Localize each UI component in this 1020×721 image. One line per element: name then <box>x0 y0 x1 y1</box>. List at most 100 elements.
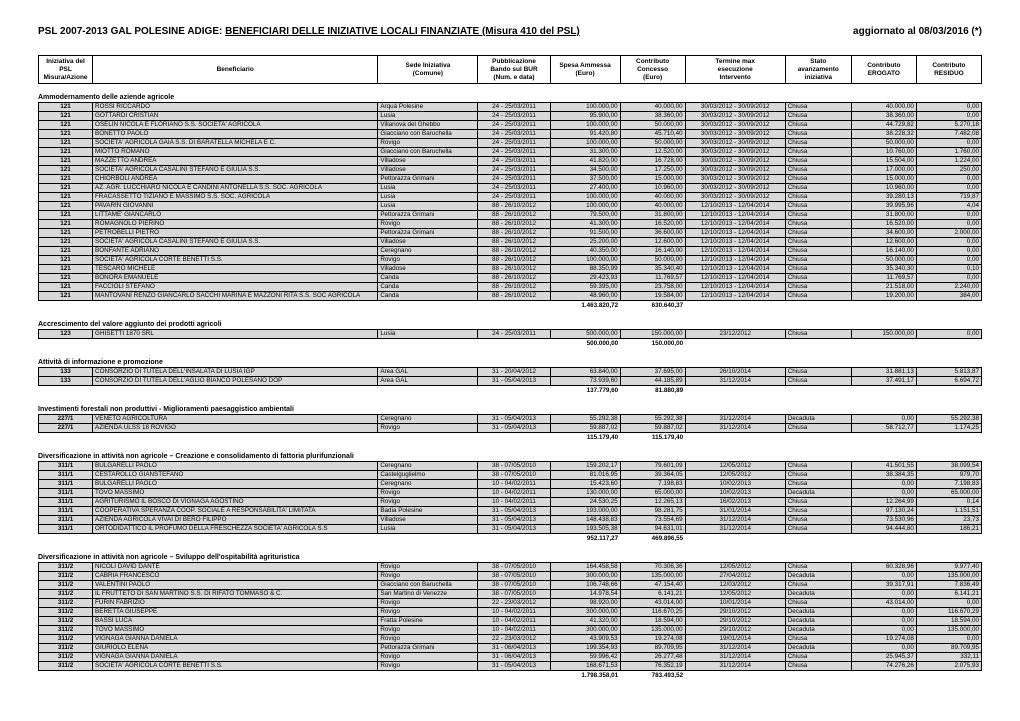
subtotal-cell: 469.896,55 <box>620 534 685 545</box>
subtotal-row: 952.117,27469.896,55 <box>39 534 982 545</box>
cell: 38 - 07/05/2010 <box>478 462 550 471</box>
subtotal-cell <box>93 534 378 545</box>
cell: Canda <box>378 283 478 292</box>
cell: 31/12/2014 <box>685 377 785 386</box>
subtotal-cell <box>378 386 478 397</box>
cell: 0,00 <box>916 247 981 256</box>
cell: 311/2 <box>39 563 93 572</box>
cell: 311/2 <box>39 599 93 608</box>
cell: 59.887,02 <box>620 424 685 433</box>
table-row: 121BONFANTE ADRIANOCeregnano88 - 26/10/2… <box>39 247 982 256</box>
cell: 30/03/2012 - 30/09/2012 <box>685 175 785 184</box>
cell: 12/10/2013 - 12/04/2014 <box>685 256 785 265</box>
cell: 41.320,00 <box>550 617 620 626</box>
table-row: 121PETROBELLI PIETROPettorazza Grimani88… <box>39 229 982 238</box>
cell: 97.130,24 <box>851 507 916 516</box>
table-row: 311/2CABRIA FRANCESCORovigo38 - 07/05/20… <box>39 572 982 581</box>
cell: Chiusa <box>785 274 851 283</box>
cell: 16.140,00 <box>851 247 916 256</box>
cell: Rovigo <box>378 424 478 433</box>
cell: 88 - 26/10/2012 <box>478 283 550 292</box>
cell: 29/10/2012 <box>685 626 785 635</box>
cell: MAZZETTO ANDREA <box>93 157 378 166</box>
subtotal-cell: 1.798.358,01 <box>550 671 620 682</box>
cell: 0,00 <box>916 103 981 112</box>
cell: 81.016,95 <box>550 471 620 480</box>
cell: Canda <box>378 274 478 283</box>
cell: Chiusa <box>785 368 851 377</box>
cell: Arquà Polesine <box>378 103 478 112</box>
cell: 35.340,40 <box>620 265 685 274</box>
cell: 88 - 26/10/2012 <box>478 202 550 211</box>
cell: Decaduta <box>785 489 851 498</box>
cell: GOTTARDI CRISTIAN <box>93 112 378 121</box>
cell: 11.769,57 <box>851 274 916 283</box>
cell: 500.000,00 <box>550 330 620 339</box>
cell: 0,00 <box>916 211 981 220</box>
cell: 30/03/2012 - 30/09/2012 <box>685 112 785 121</box>
cell: Chiusa <box>785 635 851 644</box>
table-row: 311/2NICOLI DAVID DANTERovigo38 - 07/05/… <box>39 563 982 572</box>
cell: 121 <box>39 175 93 184</box>
cell: 311/1 <box>39 471 93 480</box>
cell: FURIN FABRIZIO <box>93 599 378 608</box>
cell: 311/2 <box>39 635 93 644</box>
subtotal-row: 115.179,40115.179,40 <box>39 433 982 444</box>
cell: 121 <box>39 157 93 166</box>
subtotal-cell <box>378 671 478 682</box>
column-headers: Iniziativa delPSLMisura/AzioneBeneficiar… <box>38 55 982 84</box>
cell: 25.945,37 <box>851 653 916 662</box>
cell: VENETO AGRICOLTURA <box>93 415 378 424</box>
table-row: 311/1BULGARELLI PAOLOCeregnano38 - 07/05… <box>39 462 982 471</box>
cell: BONORA EMANUELE <box>93 274 378 283</box>
cell: 65.000,00 <box>916 489 981 498</box>
cell: 0,00 <box>916 330 981 339</box>
cell: 76.352,19 <box>620 662 685 671</box>
table-row: 121FRACASSETTO TIZIANO E MASSIMO S.S. SO… <box>39 193 982 202</box>
cell: BASSI LUCA <box>93 617 378 626</box>
cell: 148.438,83 <box>550 516 620 525</box>
cell: 186,21 <box>916 525 981 534</box>
cell: 123 <box>39 330 93 339</box>
cell: Chiusa <box>785 184 851 193</box>
cell: Villadose <box>378 166 478 175</box>
cell: 44.729,82 <box>851 121 916 130</box>
subtotal-cell <box>851 433 916 444</box>
cell: 91.420,80 <box>550 130 620 139</box>
cell: Rovigo <box>378 572 478 581</box>
cell: 88 - 26/10/2012 <box>478 229 550 238</box>
cell: 40.350,00 <box>550 247 620 256</box>
cell: ROMAGNOLO PIERINO <box>93 220 378 229</box>
cell: CHIORBOLI ANDREA <box>93 175 378 184</box>
table-row: 311/2VALENTINI PAOLOGiacciano con Baruch… <box>39 581 982 590</box>
data-table: 227/1VENETO AGRICOLTURACeregnano31 - 05/… <box>38 414 982 443</box>
cell: 88 - 26/10/2012 <box>478 238 550 247</box>
cell: 121 <box>39 139 93 148</box>
cell: 31 - 05/04/2013 <box>478 424 550 433</box>
cell: 88 - 26/10/2012 <box>478 211 550 220</box>
cell: 106.748,66 <box>550 581 620 590</box>
column-header: PubblicazioneBando sul BUR(Num. e data) <box>478 56 550 84</box>
cell: Giacciano con Baruchella <box>378 581 478 590</box>
cell: BERETTA GIUSEPPE <box>93 608 378 617</box>
table-row: 123GHISETTI 1870 SRLLusia24 - 25/03/2011… <box>39 330 982 339</box>
column-header: Spesa Ammessa(Euro) <box>550 56 620 84</box>
cell: 30/03/2012 - 30/09/2012 <box>685 139 785 148</box>
cell: 300.000,00 <box>550 608 620 617</box>
cell: 150.000,00 <box>620 330 685 339</box>
table-row: 311/2VIGNAGA GIANNA DANIELARovigo31 - 06… <box>39 653 982 662</box>
cell: 31/12/2014 <box>685 516 785 525</box>
data-table: 123GHISETTI 1870 SRLLusia24 - 25/03/2011… <box>38 329 982 349</box>
cell: Chiusa <box>785 121 851 130</box>
cell: 30/03/2012 - 30/09/2012 <box>685 193 785 202</box>
cell: Rovigo <box>378 220 478 229</box>
table-row: 121BONETTO PAOLOGiacciano con Baruchella… <box>39 130 982 139</box>
cell: 43.909,53 <box>550 635 620 644</box>
cell: 24 - 25/03/2011 <box>478 184 550 193</box>
cell: Decaduta <box>785 415 851 424</box>
cell: PAVARIN GIOVANNI <box>93 202 378 211</box>
cell: Chiusa <box>785 581 851 590</box>
cell: 79.601,09 <box>620 462 685 471</box>
table-row: 121CHIORBOLI ANDREAPettorazza Grimani24 … <box>39 175 982 184</box>
cell: 19.274,08 <box>851 635 916 644</box>
